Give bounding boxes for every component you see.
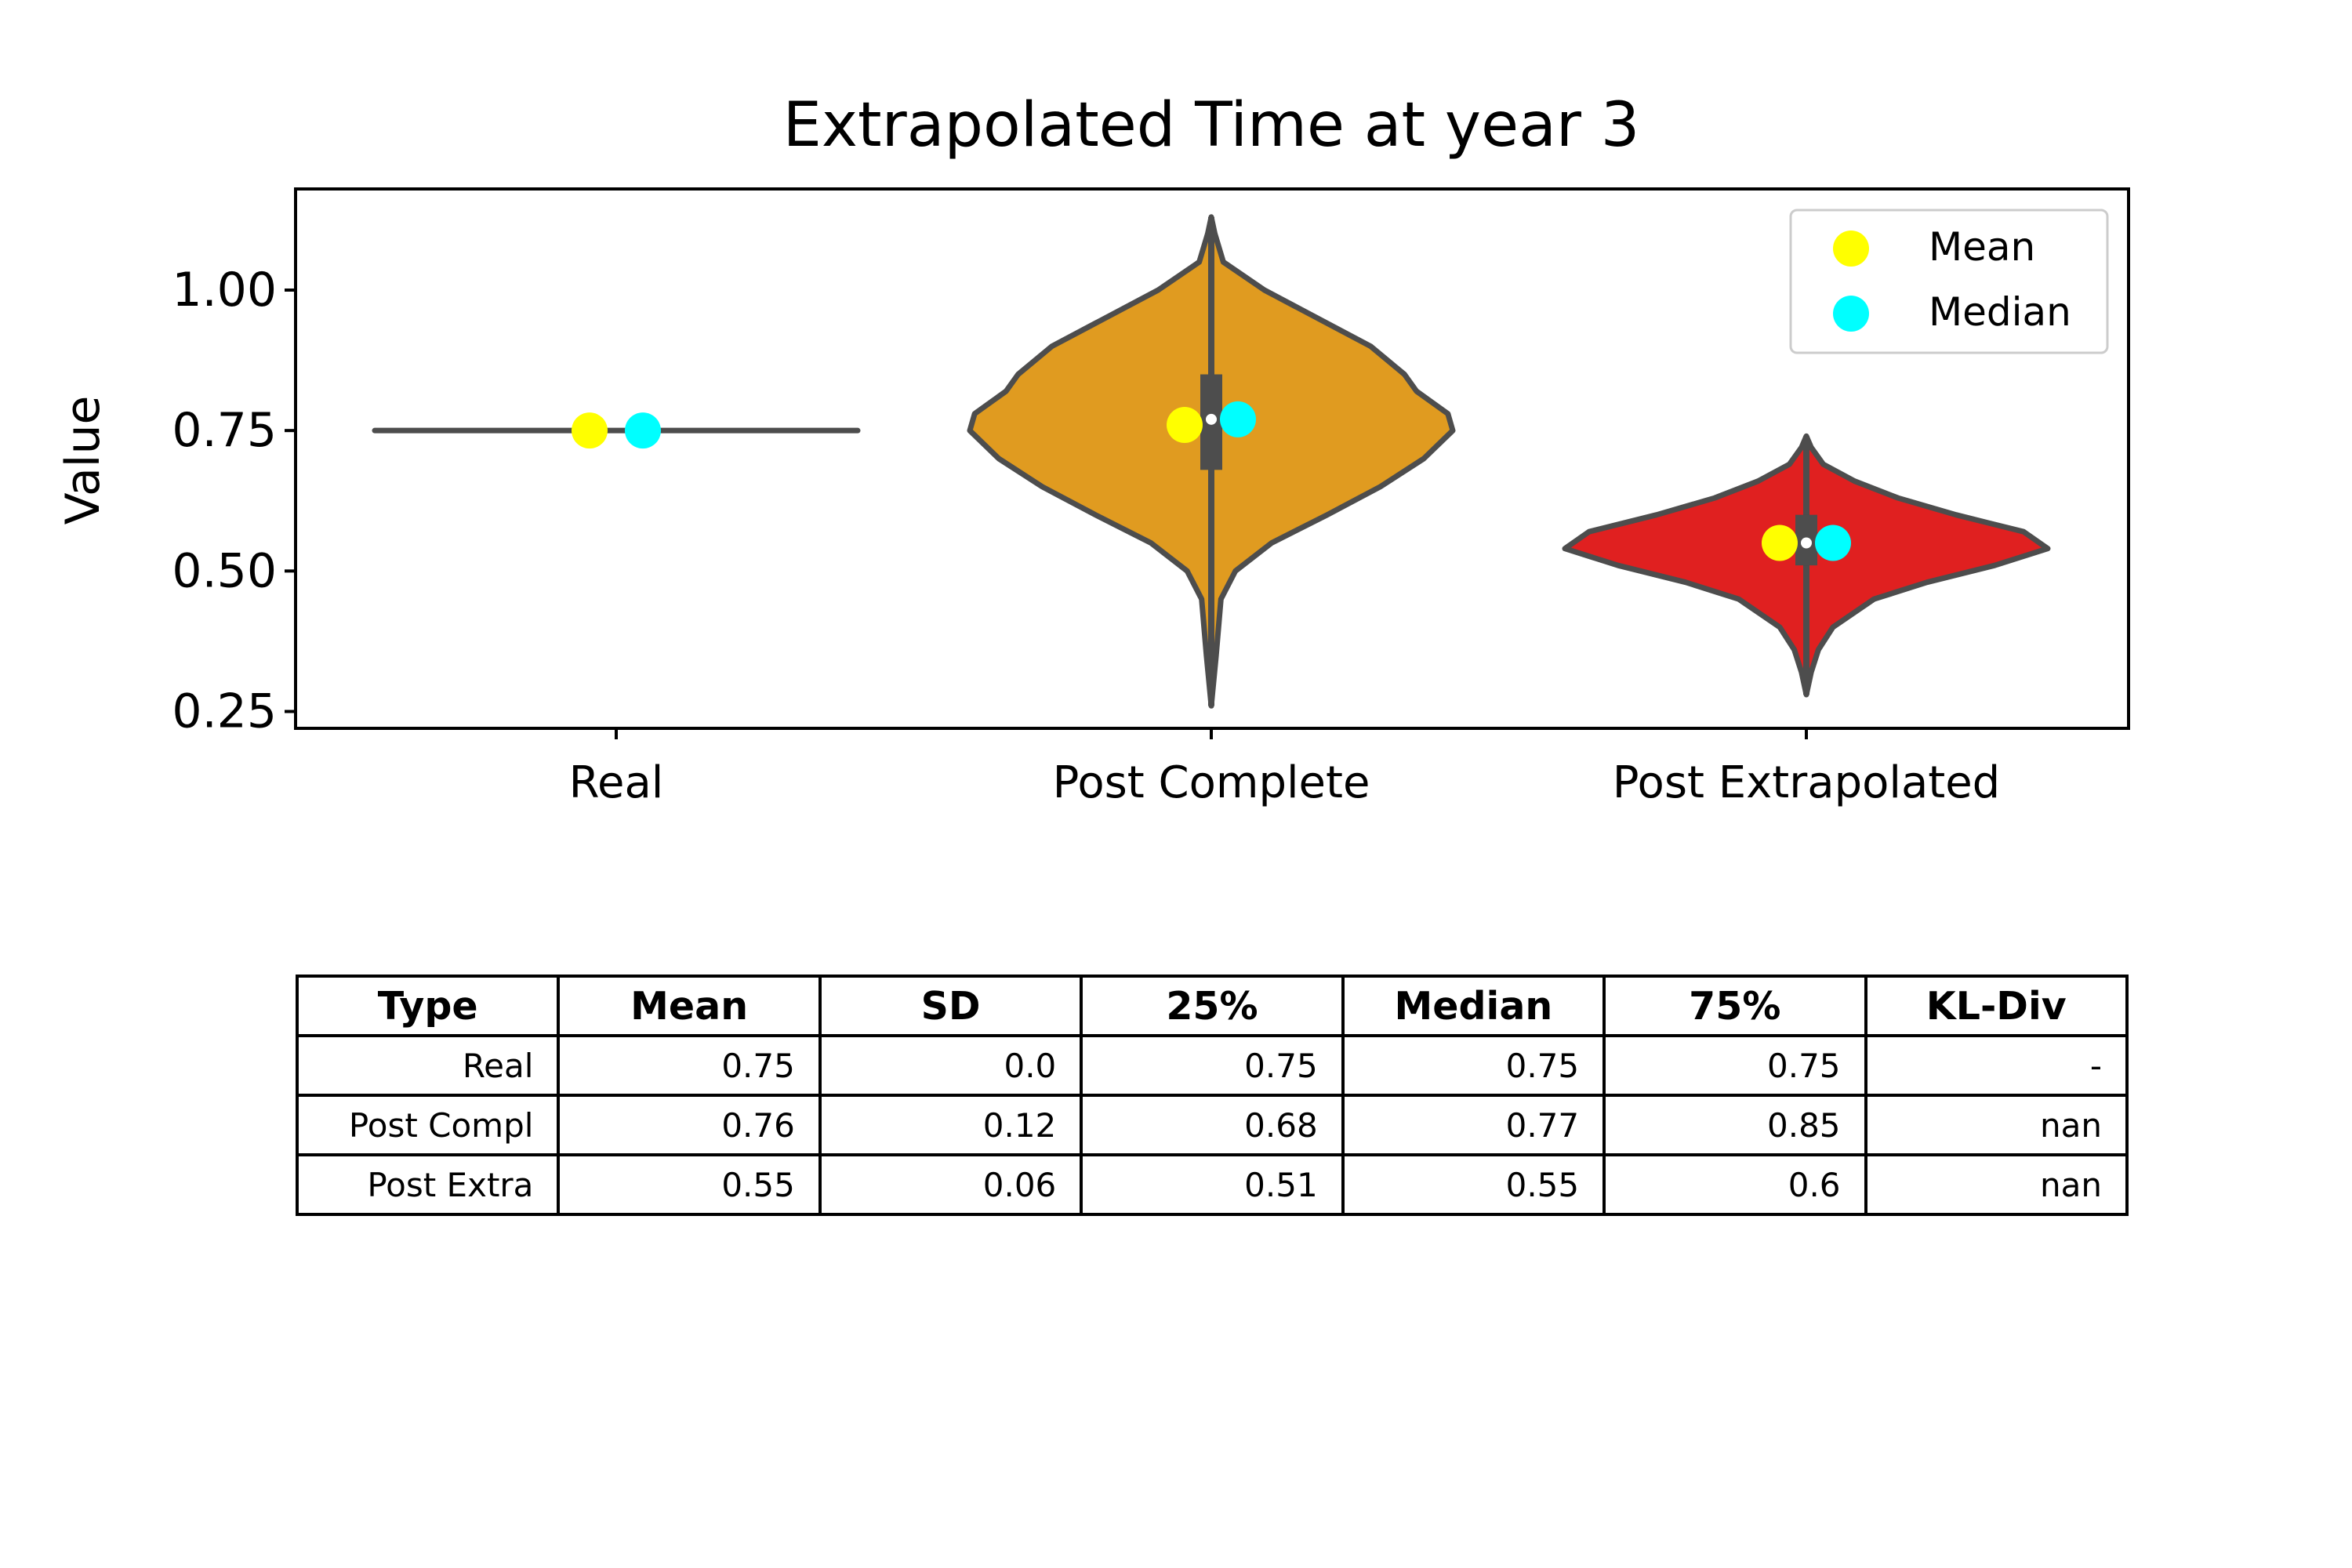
chart-title: Extrapolated Time at year 3: [783, 90, 1640, 161]
legend-mean-marker: [1833, 230, 1869, 267]
median-marker-post-extrapolated: [1815, 524, 1851, 561]
y-tick-label: 0.25: [172, 684, 277, 739]
table-cell: 0.0: [818, 1034, 1083, 1097]
table-cell: 0.55: [557, 1153, 822, 1216]
table-cell: nan: [1864, 1094, 2129, 1156]
x-tick-label: Post Extrapolated: [1613, 757, 2000, 808]
table-header-cell: Median: [1341, 975, 1606, 1037]
table-cell: nan: [1864, 1153, 2129, 1216]
table-cell: 0.55: [1341, 1153, 1606, 1216]
table-cell: 0.6: [1602, 1153, 1867, 1216]
x-tick-label: Post Complete: [1053, 757, 1370, 808]
table-header-cell: Type: [295, 975, 561, 1037]
table-header-cell: SD: [818, 975, 1083, 1037]
table-cell: 0.75: [557, 1034, 822, 1097]
violin-post-complete: [967, 214, 1456, 709]
violin-post-extrapolated: [1562, 433, 2051, 698]
table-cell: 0.51: [1080, 1153, 1345, 1216]
table-cell: 0.85: [1602, 1094, 1867, 1156]
y-tick-label: 0.75: [172, 403, 277, 458]
table-row: Post Compl 0.76 0.12 0.68 0.77 0.85 nan: [295, 1094, 2129, 1156]
table-cell: Post Extra: [295, 1153, 561, 1216]
table-cell: 0.75: [1341, 1034, 1606, 1097]
table-cell: 0.12: [818, 1094, 1083, 1156]
median-marker-post-complete: [1220, 401, 1256, 437]
x-tick-label: Real: [569, 757, 664, 808]
plot-area: [372, 214, 2051, 709]
table-cell: 0.77: [1341, 1094, 1606, 1156]
axes: 0.25 0.50 0.75 1.00 Real Post Complete Post Ex…: [172, 263, 2000, 808]
legend-frame: [1789, 209, 2109, 354]
y-tick-label: 0.50: [172, 543, 277, 598]
legend-median-marker: [1833, 296, 1869, 332]
table-cell: 0.75: [1602, 1034, 1867, 1097]
median-marker-real: [625, 412, 661, 449]
table-row: Post Extra 0.55 0.06 0.51 0.55 0.6 nan: [295, 1153, 2129, 1216]
y-axis-label: Value: [56, 396, 111, 525]
table-cell: Post Compl: [295, 1094, 561, 1156]
violin-median-dot-post-extrapolated: [1801, 537, 1812, 549]
table-cell: 0.75: [1080, 1034, 1345, 1097]
mean-marker-post-extrapolated: [1762, 524, 1798, 561]
table-header-cell: 25%: [1080, 975, 1345, 1037]
legend: Mean Median: [1789, 209, 2109, 354]
stats-table: Type Mean SD 25% Median 75% KL-Div Real …: [295, 975, 2129, 1216]
table-cell: 0.06: [818, 1153, 1083, 1216]
table-cell: 0.76: [557, 1094, 822, 1156]
table-header-row: Type Mean SD 25% Median 75% KL-Div: [295, 975, 2129, 1037]
legend-mean-label: Mean: [1929, 224, 2035, 270]
table-header-cell: 75%: [1602, 975, 1867, 1037]
mean-marker-post-complete: [1167, 407, 1203, 443]
table-header-cell: KL-Div: [1864, 975, 2129, 1037]
violin-median-dot-post-complete: [1206, 413, 1217, 425]
legend-median-label: Median: [1929, 289, 2071, 335]
table-cell: -: [1864, 1034, 2129, 1097]
y-tick-label: 1.00: [172, 263, 277, 318]
table-cell: Real: [295, 1034, 561, 1097]
violin-real: [372, 412, 861, 449]
table-header-cell: Mean: [557, 975, 822, 1037]
table-cell: 0.68: [1080, 1094, 1345, 1156]
mean-marker-real: [572, 412, 608, 449]
table-row: Real 0.75 0.0 0.75 0.75 0.75 -: [295, 1034, 2129, 1097]
